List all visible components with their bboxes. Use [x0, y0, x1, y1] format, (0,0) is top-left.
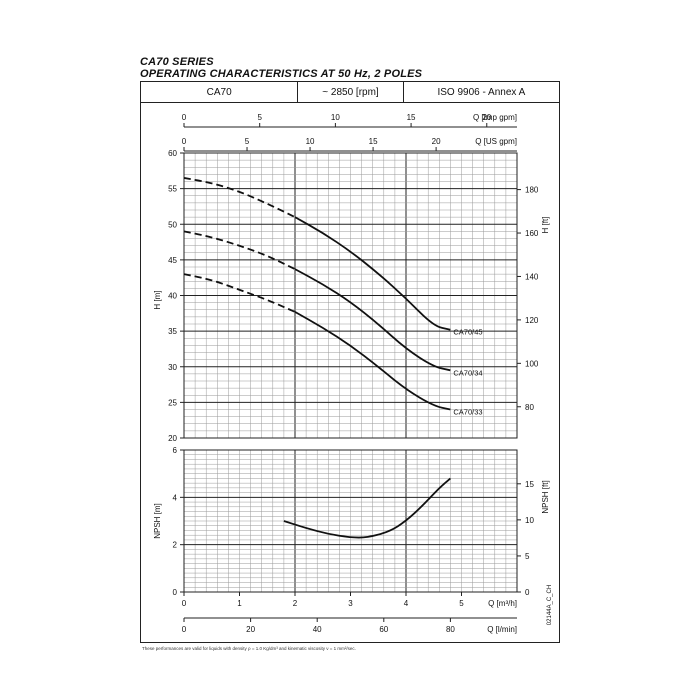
h-m-tick-label: 20: [168, 434, 177, 443]
h-m-tick-label: 35: [168, 327, 177, 336]
npsh-ft-tick-label: 0: [525, 588, 530, 597]
h-m-tick-label: 55: [168, 185, 177, 194]
speed-cell: ~ 2850 [rpm]: [298, 82, 404, 102]
lmin-axis-label: Q [l/min]: [487, 625, 517, 634]
m3h-tick-label: 3: [348, 599, 353, 608]
us-gpm-tick-label: 20: [432, 137, 441, 146]
imp-gpm-tick-label: 5: [257, 113, 262, 122]
h-m-tick-label: 25: [168, 398, 177, 407]
npsh-ft-tick-label: 10: [525, 516, 534, 525]
curve-label: CA70/34: [453, 368, 482, 377]
lmin-tick-label: 80: [446, 625, 455, 634]
curve-ca70-45: [294, 216, 451, 331]
us-gpm-tick-label: 10: [306, 137, 315, 146]
us-gpm-tick-label: 0: [182, 137, 187, 146]
chart-frame: [140, 103, 560, 643]
lmin-tick-label: 0: [182, 625, 187, 634]
us-gpm-tick-label: 5: [245, 137, 250, 146]
h-m-tick-label: 50: [168, 220, 177, 229]
curve-ca70-34: [294, 268, 451, 372]
m3h-tick-label: 0: [182, 599, 187, 608]
header-table: CA70 ~ 2850 [rpm] ISO 9906 - Annex A: [140, 81, 560, 103]
chart-subtitle: OPERATING CHARACTERISTICS AT 50 Hz, 2 PO…: [140, 68, 423, 80]
h-m-tick-label: 30: [168, 363, 177, 372]
npsh-ft-tick-label: 15: [525, 480, 534, 489]
h-m-tick-label: 40: [168, 292, 177, 301]
imp-gpm-tick-label: 15: [407, 113, 416, 122]
lmin-tick-label: 40: [313, 625, 322, 634]
standard-cell: ISO 9906 - Annex A: [437, 86, 526, 98]
imp-gpm-axis-label: Q [Imp gpm]: [473, 113, 517, 122]
us-gpm-axis-label: Q [US gpm]: [475, 137, 517, 146]
us-gpm-tick-label: 15: [369, 137, 378, 146]
imp-gpm-tick-label: 20: [482, 113, 491, 122]
imp-gpm-tick-label: 0: [182, 113, 187, 122]
h-ft-tick-label: 100: [525, 359, 539, 368]
lmin-tick-label: 60: [379, 625, 388, 634]
model-cell: CA70: [141, 82, 299, 102]
footnote: These performances are valid for liquids…: [142, 646, 356, 651]
npsh-m-axis-label: NPSH [m]: [153, 503, 162, 539]
h-ft-tick-label: 160: [525, 229, 539, 238]
m3h-tick-label: 5: [459, 599, 464, 608]
drawing-code: 02144A_C_CH: [547, 585, 553, 625]
npsh-ft-axis-label: NPSH [ft]: [541, 480, 550, 513]
m3h-tick-label: 1: [237, 599, 242, 608]
h-ft-axis-label: H [ft]: [541, 217, 550, 234]
imp-gpm-tick-label: 10: [331, 113, 340, 122]
m3h-tick-label: 4: [404, 599, 409, 608]
h-m-axis-label: H [m]: [153, 290, 162, 309]
npsh-ft-tick-label: 5: [525, 552, 530, 561]
curve-label: CA70/33: [453, 408, 482, 417]
h-m-tick-label: 45: [168, 256, 177, 265]
h-ft-tick-label: 140: [525, 272, 539, 281]
h-ft-tick-label: 80: [525, 403, 534, 412]
m3h-axis-label: Q [m³/h]: [488, 599, 517, 608]
h-m-tick-label: 60: [168, 149, 177, 158]
npsh-m-tick-label: 0: [173, 588, 178, 597]
npsh-m-tick-label: 4: [173, 493, 178, 502]
series-title: CA70 SERIES: [140, 56, 214, 68]
h-ft-tick-label: 120: [525, 316, 539, 325]
npsh-m-tick-label: 2: [173, 541, 178, 550]
lmin-tick-label: 20: [246, 625, 255, 634]
curve-npsh: [283, 477, 451, 539]
curve-ca70-33: [294, 311, 451, 411]
h-ft-tick-label: 180: [525, 186, 539, 195]
curve-label: CA70/45: [453, 328, 482, 337]
npsh-m-tick-label: 6: [173, 446, 178, 455]
m3h-tick-label: 2: [293, 599, 298, 608]
